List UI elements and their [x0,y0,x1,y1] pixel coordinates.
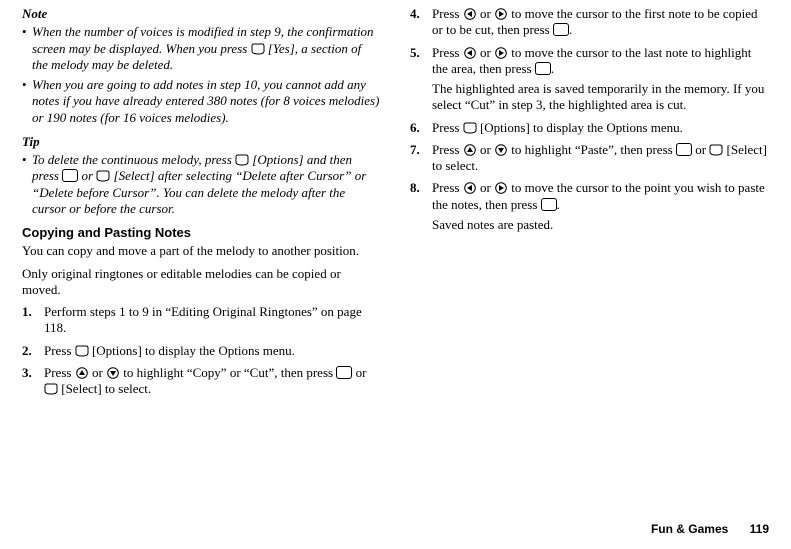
note-text: When the number of voices is modified in… [32,24,380,73]
step-continuation: The highlighted area is saved temporaril… [432,81,768,114]
softkey-icon [44,383,58,395]
right-arrow-icon [494,8,508,20]
left-arrow-icon [463,47,477,59]
step-number: 4. [410,6,432,39]
center-button-icon [336,366,352,379]
center-button-icon [62,169,78,182]
step: 3.Press or to highlight “Copy” or “Cut”,… [22,365,380,398]
footer: Fun & Games 119 [651,522,769,537]
step-text: Press [Options] to display the Options m… [432,120,768,136]
note-bullet: •When you are going to add notes in step… [22,77,380,126]
softkey-icon [96,170,110,182]
step-number: 7. [410,142,432,175]
paragraph: Only original ringtones or editable melo… [22,266,380,299]
step-number: 5. [410,45,432,78]
note-text: When you are going to add notes in step … [32,77,380,126]
step: 2.Press [Options] to display the Options… [22,343,380,359]
down-arrow-icon [494,144,508,156]
tip-heading: Tip [22,134,380,150]
step: 4.Press or to move the cursor to the fir… [410,6,768,39]
center-button-icon [535,62,551,75]
step-number: 6. [410,120,432,136]
step-number: 8. [410,180,432,213]
right-column: 4.Press or to move the cursor to the fir… [410,6,768,403]
bullet-mark: • [22,77,32,126]
paragraph: You can copy and move a part of the melo… [22,243,380,259]
bullet-mark: • [22,24,32,73]
step-text: Press or to move the cursor to the first… [432,6,768,39]
center-button-icon [676,143,692,156]
softkey-icon [709,144,723,156]
step-text: Press or to move the cursor to the point… [432,180,768,213]
bullet-mark: • [22,152,32,217]
footer-section: Fun & Games [651,522,728,536]
center-button-icon [541,198,557,211]
subheading: Copying and Pasting Notes [22,225,380,241]
step: 8.Press or to move the cursor to the poi… [410,180,768,213]
softkey-icon [235,154,249,166]
up-arrow-icon [463,144,477,156]
softkey-icon [463,122,477,134]
tip-text: To delete the continuous melody, press [… [32,152,380,217]
step-number: 2. [22,343,44,359]
softkey-icon [251,43,265,55]
right-arrow-icon [494,182,508,194]
left-arrow-icon [463,182,477,194]
tip-bullet: •To delete the continuous melody, press … [22,152,380,217]
right-arrow-icon [494,47,508,59]
page: Note •When the number of voices is modif… [0,0,791,403]
note-heading: Note [22,6,380,22]
softkey-icon [75,345,89,357]
step-text: Press [Options] to display the Options m… [44,343,380,359]
step-continuation: Saved notes are pasted. [432,217,768,233]
step-text: Perform steps 1 to 9 in “Editing Origina… [44,304,380,337]
center-button-icon [553,23,569,36]
step-text: Press or to highlight “Paste”, then pres… [432,142,768,175]
step-text: Press or to highlight “Copy” or “Cut”, t… [44,365,380,398]
step: 6.Press [Options] to display the Options… [410,120,768,136]
step: 7.Press or to highlight “Paste”, then pr… [410,142,768,175]
footer-page: 119 [750,522,769,536]
up-arrow-icon [75,367,89,379]
down-arrow-icon [106,367,120,379]
step-text: Press or to move the cursor to the last … [432,45,768,78]
note-bullet: •When the number of voices is modified i… [22,24,380,73]
step-number: 3. [22,365,44,398]
step: 5.Press or to move the cursor to the las… [410,45,768,78]
left-arrow-icon [463,8,477,20]
left-column: Note •When the number of voices is modif… [22,6,380,403]
step-number: 1. [22,304,44,337]
step: 1.Perform steps 1 to 9 in “Editing Origi… [22,304,380,337]
